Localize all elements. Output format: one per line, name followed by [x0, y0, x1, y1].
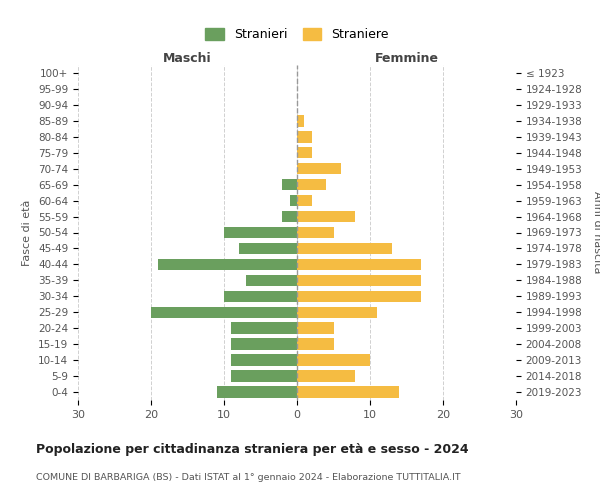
- Bar: [297, 179, 326, 190]
- Y-axis label: Anni di nascita: Anni di nascita: [592, 191, 600, 274]
- Bar: [297, 258, 421, 270]
- Bar: [232, 370, 297, 382]
- Bar: [297, 354, 370, 366]
- Bar: [297, 274, 421, 286]
- Bar: [224, 227, 297, 238]
- Bar: [217, 386, 297, 398]
- Bar: [239, 242, 297, 254]
- Bar: [151, 306, 297, 318]
- Bar: [297, 147, 311, 158]
- Bar: [232, 354, 297, 366]
- Y-axis label: Fasce di età: Fasce di età: [22, 200, 32, 266]
- Bar: [297, 211, 355, 222]
- Bar: [283, 211, 297, 222]
- Bar: [297, 322, 334, 334]
- Bar: [158, 258, 297, 270]
- Bar: [297, 195, 311, 206]
- Bar: [246, 274, 297, 286]
- Bar: [290, 195, 297, 206]
- Bar: [232, 322, 297, 334]
- Bar: [224, 290, 297, 302]
- Bar: [297, 306, 377, 318]
- Bar: [297, 115, 304, 126]
- Legend: Stranieri, Straniere: Stranieri, Straniere: [202, 24, 392, 45]
- Bar: [297, 227, 334, 238]
- Bar: [297, 290, 421, 302]
- Bar: [283, 179, 297, 190]
- Text: COMUNE DI BARBARIGA (BS) - Dati ISTAT al 1° gennaio 2024 - Elaborazione TUTTITAL: COMUNE DI BARBARIGA (BS) - Dati ISTAT al…: [36, 472, 461, 482]
- Bar: [297, 338, 334, 350]
- Text: Popolazione per cittadinanza straniera per età e sesso - 2024: Popolazione per cittadinanza straniera p…: [36, 442, 469, 456]
- Bar: [297, 163, 341, 174]
- Bar: [297, 386, 399, 398]
- Bar: [297, 242, 392, 254]
- Bar: [297, 131, 311, 142]
- Bar: [297, 370, 355, 382]
- Bar: [232, 338, 297, 350]
- Text: Maschi: Maschi: [163, 52, 212, 65]
- Text: Femmine: Femmine: [374, 52, 439, 65]
